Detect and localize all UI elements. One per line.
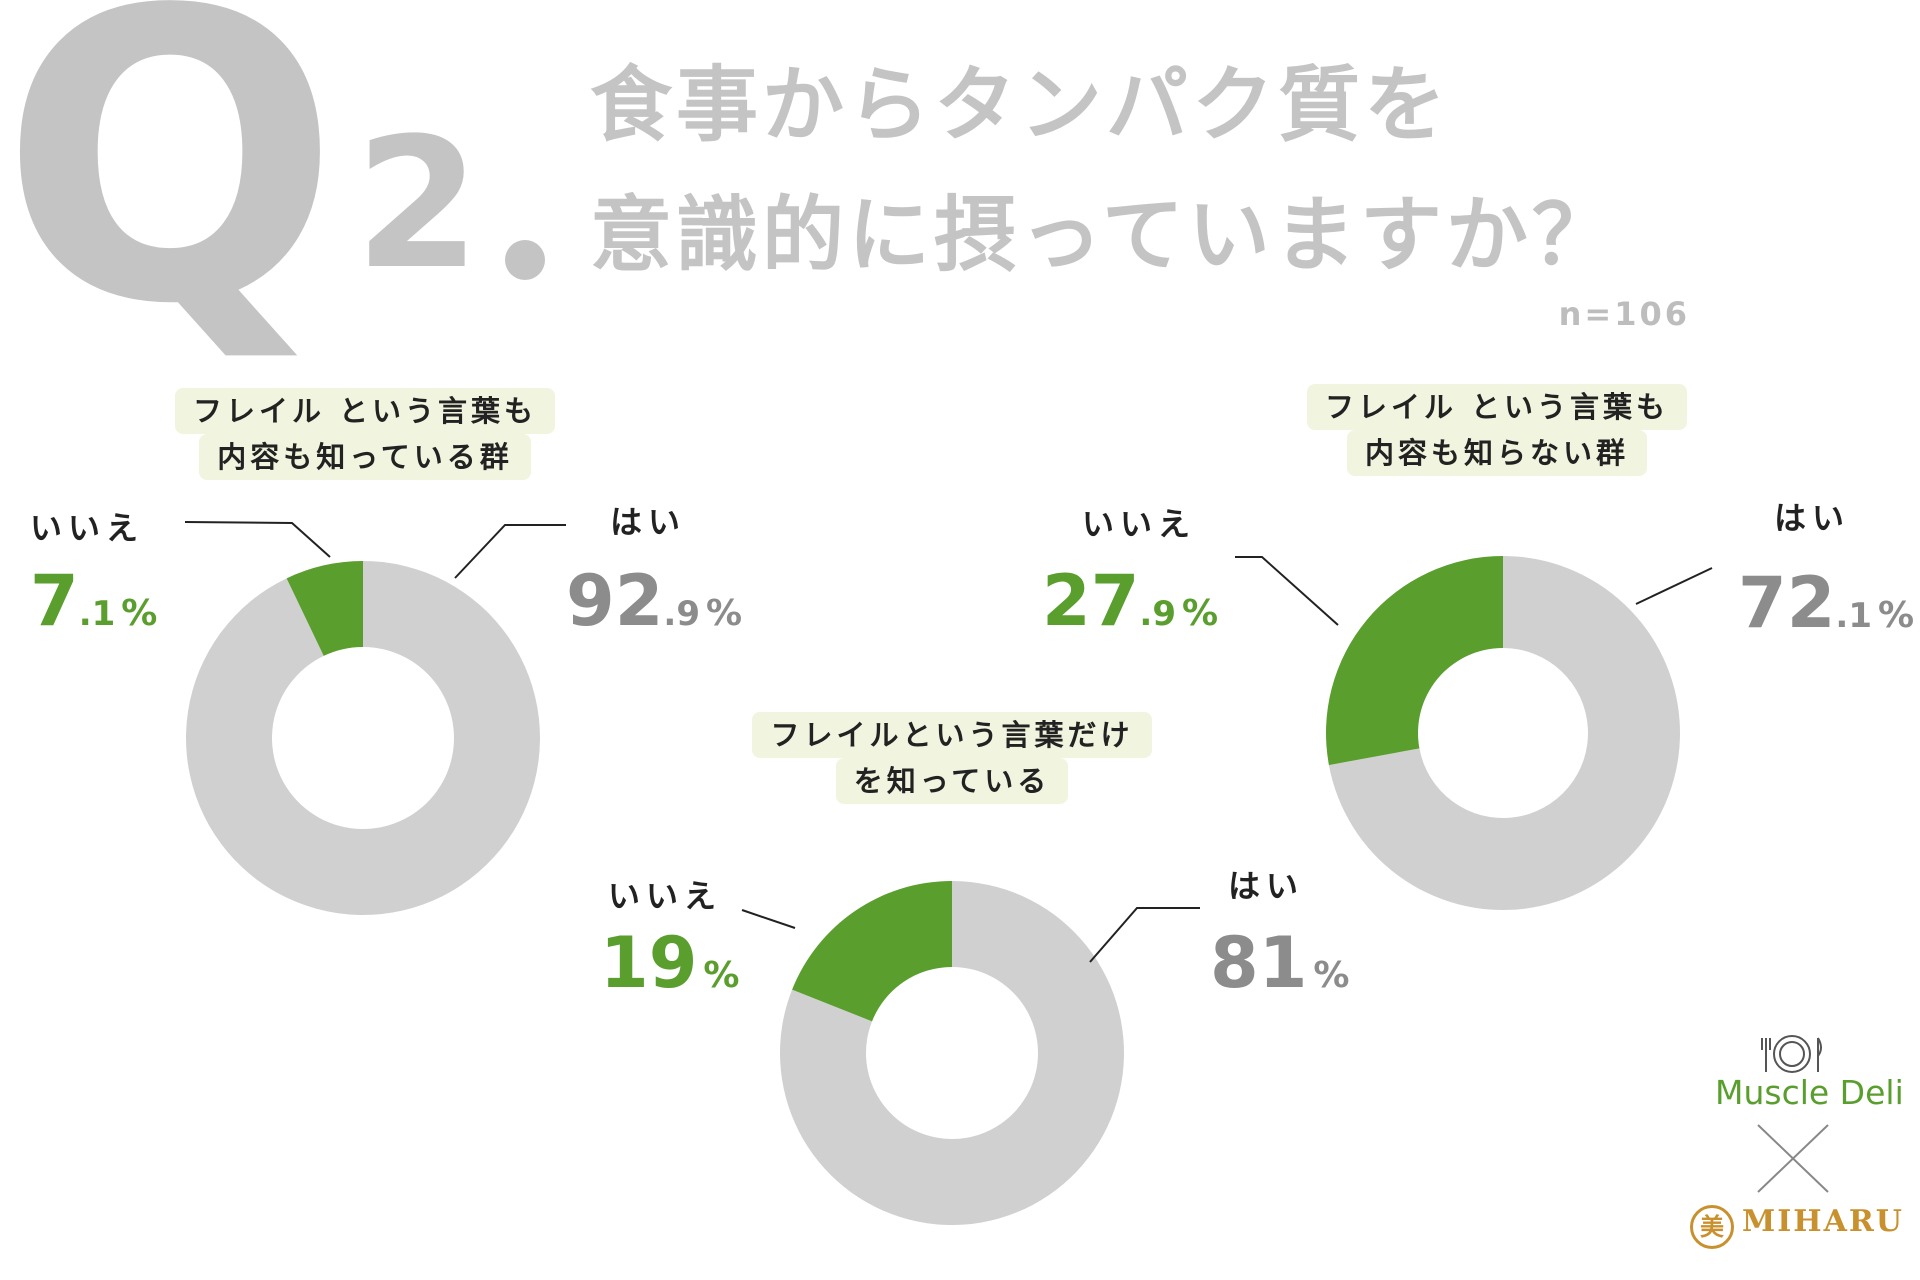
donut-slice-yes bbox=[780, 881, 1124, 1225]
donut-slice-no bbox=[1326, 556, 1503, 766]
group-label-unaware: フレイル という言葉も 内容も知らない群 bbox=[1300, 384, 1694, 476]
brand-name-muscle-deli: Muscle Deli bbox=[1715, 1073, 1904, 1112]
group-label-line1: フレイル という言葉も bbox=[1306, 384, 1688, 430]
slice-label-yes: はい bbox=[1228, 867, 1305, 905]
leader-line-2-yes bbox=[1635, 567, 1713, 605]
slice-value-no: 7.1% bbox=[30, 560, 157, 642]
question-title-line1: 食事からタンパク質を bbox=[590, 58, 1451, 153]
group-label-aware-both: フレイル という言葉も 内容も知っている群 bbox=[168, 388, 562, 480]
leader-line-1-no bbox=[741, 909, 796, 929]
question-number-dot bbox=[505, 240, 545, 280]
donut-slice-no bbox=[792, 881, 952, 1022]
donut-chart-aware-word-only bbox=[780, 881, 1124, 1225]
value-integer: 7 bbox=[30, 560, 79, 642]
leader-line-0-no bbox=[184, 521, 331, 558]
cross-icon bbox=[1757, 1124, 1829, 1193]
question-title-line2: 意識的に摂っていますか？ bbox=[590, 188, 1618, 283]
value-integer: 19 bbox=[600, 922, 698, 1004]
slice-value-yes: 72.1% bbox=[1738, 562, 1914, 644]
value-integer: 92 bbox=[566, 560, 664, 642]
brand-name-miharu: MIHARU bbox=[1742, 1204, 1904, 1239]
donut-slice-yes bbox=[185, 561, 540, 915]
slice-value-yes: 92.9% bbox=[566, 560, 742, 642]
sample-size: n=106 bbox=[1558, 295, 1690, 333]
leader-line-2-no bbox=[1235, 556, 1339, 626]
plate-icon bbox=[1761, 1035, 1822, 1073]
donut-slice-yes bbox=[1328, 556, 1680, 910]
leader-lines bbox=[184, 521, 1713, 963]
slice-value-no: 27.9% bbox=[1042, 560, 1218, 642]
question-number: 2 bbox=[355, 100, 481, 309]
value-unit: % bbox=[706, 593, 743, 634]
slice-value-yes: 81% bbox=[1210, 922, 1350, 1004]
value-decimal: .9 bbox=[663, 594, 700, 634]
group-label-aware-word-only: フレイルという言葉だけ を知っている bbox=[742, 712, 1162, 804]
value-unit: % bbox=[121, 593, 158, 634]
value-integer: 81 bbox=[1210, 922, 1308, 1004]
value-integer: 72 bbox=[1738, 562, 1836, 644]
donut-chart-unaware bbox=[1326, 556, 1680, 910]
group-label-line2: 内容も知らない群 bbox=[1346, 430, 1647, 476]
slice-label-yes: はい bbox=[1774, 499, 1851, 537]
value-decimal: .9 bbox=[1139, 594, 1176, 634]
donut-slice-no bbox=[286, 561, 363, 656]
slice-value-no: 19% bbox=[600, 922, 740, 1004]
miharu-seal-icon: 美 bbox=[1690, 1205, 1734, 1249]
donut-chart-aware-both bbox=[185, 561, 540, 915]
value-decimal: .1 bbox=[1835, 596, 1872, 636]
brand-logo bbox=[1757, 1035, 1829, 1193]
group-label-line2: を知っている bbox=[835, 758, 1069, 804]
value-unit: % bbox=[1182, 593, 1219, 634]
value-unit: % bbox=[1313, 955, 1350, 996]
leader-line-0-yes bbox=[454, 524, 566, 579]
slice-label-no: いいえ bbox=[1082, 505, 1197, 543]
slice-label-yes: はい bbox=[610, 503, 687, 541]
slice-label-no: いいえ bbox=[608, 877, 723, 915]
slice-label-no: いいえ bbox=[30, 509, 145, 547]
value-unit: % bbox=[703, 955, 740, 996]
group-label-line2: 内容も知っている群 bbox=[199, 434, 531, 480]
value-integer: 27 bbox=[1042, 560, 1140, 642]
value-unit: % bbox=[1878, 595, 1915, 636]
question-q-letter: Q bbox=[0, 0, 341, 392]
group-label-line1: フレイルという言葉だけ bbox=[752, 712, 1152, 758]
group-label-line1: フレイル という言葉も bbox=[174, 388, 556, 434]
leader-line-1-yes bbox=[1089, 907, 1200, 963]
value-decimal: .1 bbox=[78, 594, 116, 634]
